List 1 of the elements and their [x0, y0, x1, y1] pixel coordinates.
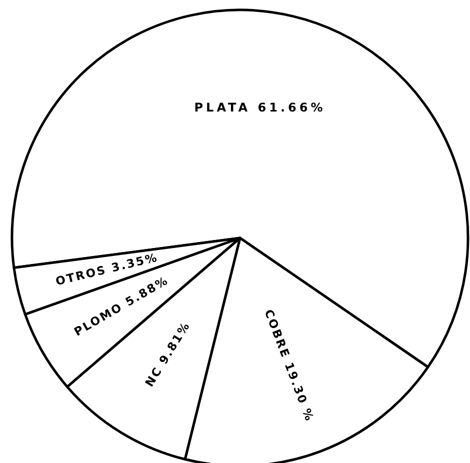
slice-label: PLATA 61.66% [194, 100, 326, 114]
